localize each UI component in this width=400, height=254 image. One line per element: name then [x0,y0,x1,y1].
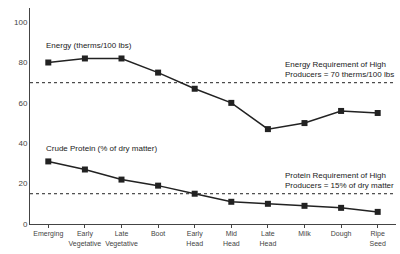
svg-text:Protein Requirement of HighPro: Protein Requirement of HighProducers = 1… [285,171,394,190]
svg-text:MidHead: MidHead [223,230,240,246]
svg-text:80: 80 [18,58,27,67]
svg-text:100: 100 [14,18,28,27]
svg-text:RipeSeed: RipeSeed [370,230,386,246]
svg-text:Dough: Dough [331,230,352,238]
svg-text:Crude Protein (% of dry matter: Crude Protein (% of dry matter) [46,144,157,153]
svg-text:Boot: Boot [151,230,165,237]
svg-text:EarlyHead: EarlyHead [186,230,203,246]
svg-text:Energy Requirement of HighProd: Energy Requirement of HighProducers = 70… [285,60,394,79]
svg-text:EarlyVegetative: EarlyVegetative [69,230,102,247]
svg-text:40: 40 [18,139,27,148]
svg-text:LateVegetative: LateVegetative [105,230,138,247]
svg-text:Energy (therms/100 lbs): Energy (therms/100 lbs) [46,41,132,50]
svg-text:60: 60 [18,99,27,108]
svg-text:LateHead: LateHead [260,230,277,246]
svg-text:20: 20 [18,179,27,188]
svg-text:0: 0 [23,220,28,229]
svg-text:Emerging: Emerging [33,230,63,238]
svg-text:Milk: Milk [298,230,311,237]
